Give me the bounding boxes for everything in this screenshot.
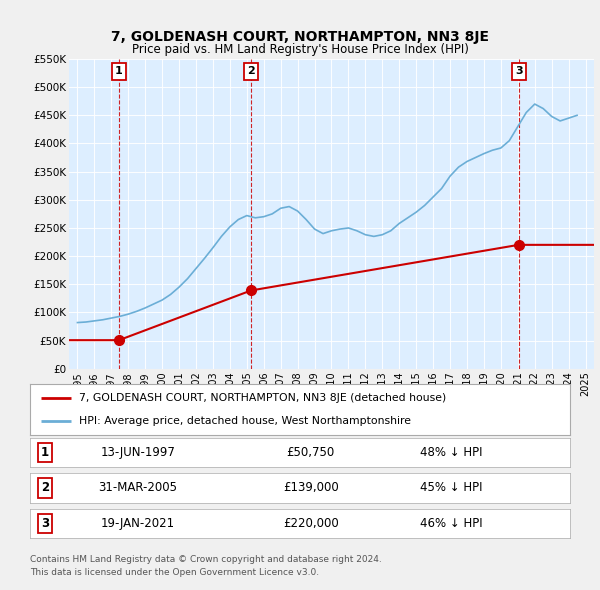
Text: 7, GOLDENASH COURT, NORTHAMPTON, NN3 8JE (detached house): 7, GOLDENASH COURT, NORTHAMPTON, NN3 8JE… — [79, 392, 446, 402]
Text: 19-JAN-2021: 19-JAN-2021 — [101, 517, 175, 530]
Text: 3: 3 — [41, 517, 49, 530]
Text: Price paid vs. HM Land Registry's House Price Index (HPI): Price paid vs. HM Land Registry's House … — [131, 43, 469, 56]
Text: 1: 1 — [41, 446, 49, 459]
Text: 2: 2 — [41, 481, 49, 494]
Text: This data is licensed under the Open Government Licence v3.0.: This data is licensed under the Open Gov… — [30, 568, 319, 577]
Text: £220,000: £220,000 — [283, 517, 338, 530]
Text: £139,000: £139,000 — [283, 481, 338, 494]
Text: 31-MAR-2005: 31-MAR-2005 — [98, 481, 178, 494]
Text: 1: 1 — [115, 67, 123, 76]
Text: 46% ↓ HPI: 46% ↓ HPI — [420, 517, 482, 530]
Text: HPI: Average price, detached house, West Northamptonshire: HPI: Average price, detached house, West… — [79, 417, 410, 427]
Text: £50,750: £50,750 — [287, 446, 335, 459]
Text: 7, GOLDENASH COURT, NORTHAMPTON, NN3 8JE: 7, GOLDENASH COURT, NORTHAMPTON, NN3 8JE — [111, 30, 489, 44]
Text: 3: 3 — [515, 67, 523, 76]
Text: 45% ↓ HPI: 45% ↓ HPI — [420, 481, 482, 494]
Text: Contains HM Land Registry data © Crown copyright and database right 2024.: Contains HM Land Registry data © Crown c… — [30, 555, 382, 564]
Text: 2: 2 — [247, 67, 255, 76]
Text: 13-JUN-1997: 13-JUN-1997 — [101, 446, 175, 459]
Text: 48% ↓ HPI: 48% ↓ HPI — [420, 446, 482, 459]
